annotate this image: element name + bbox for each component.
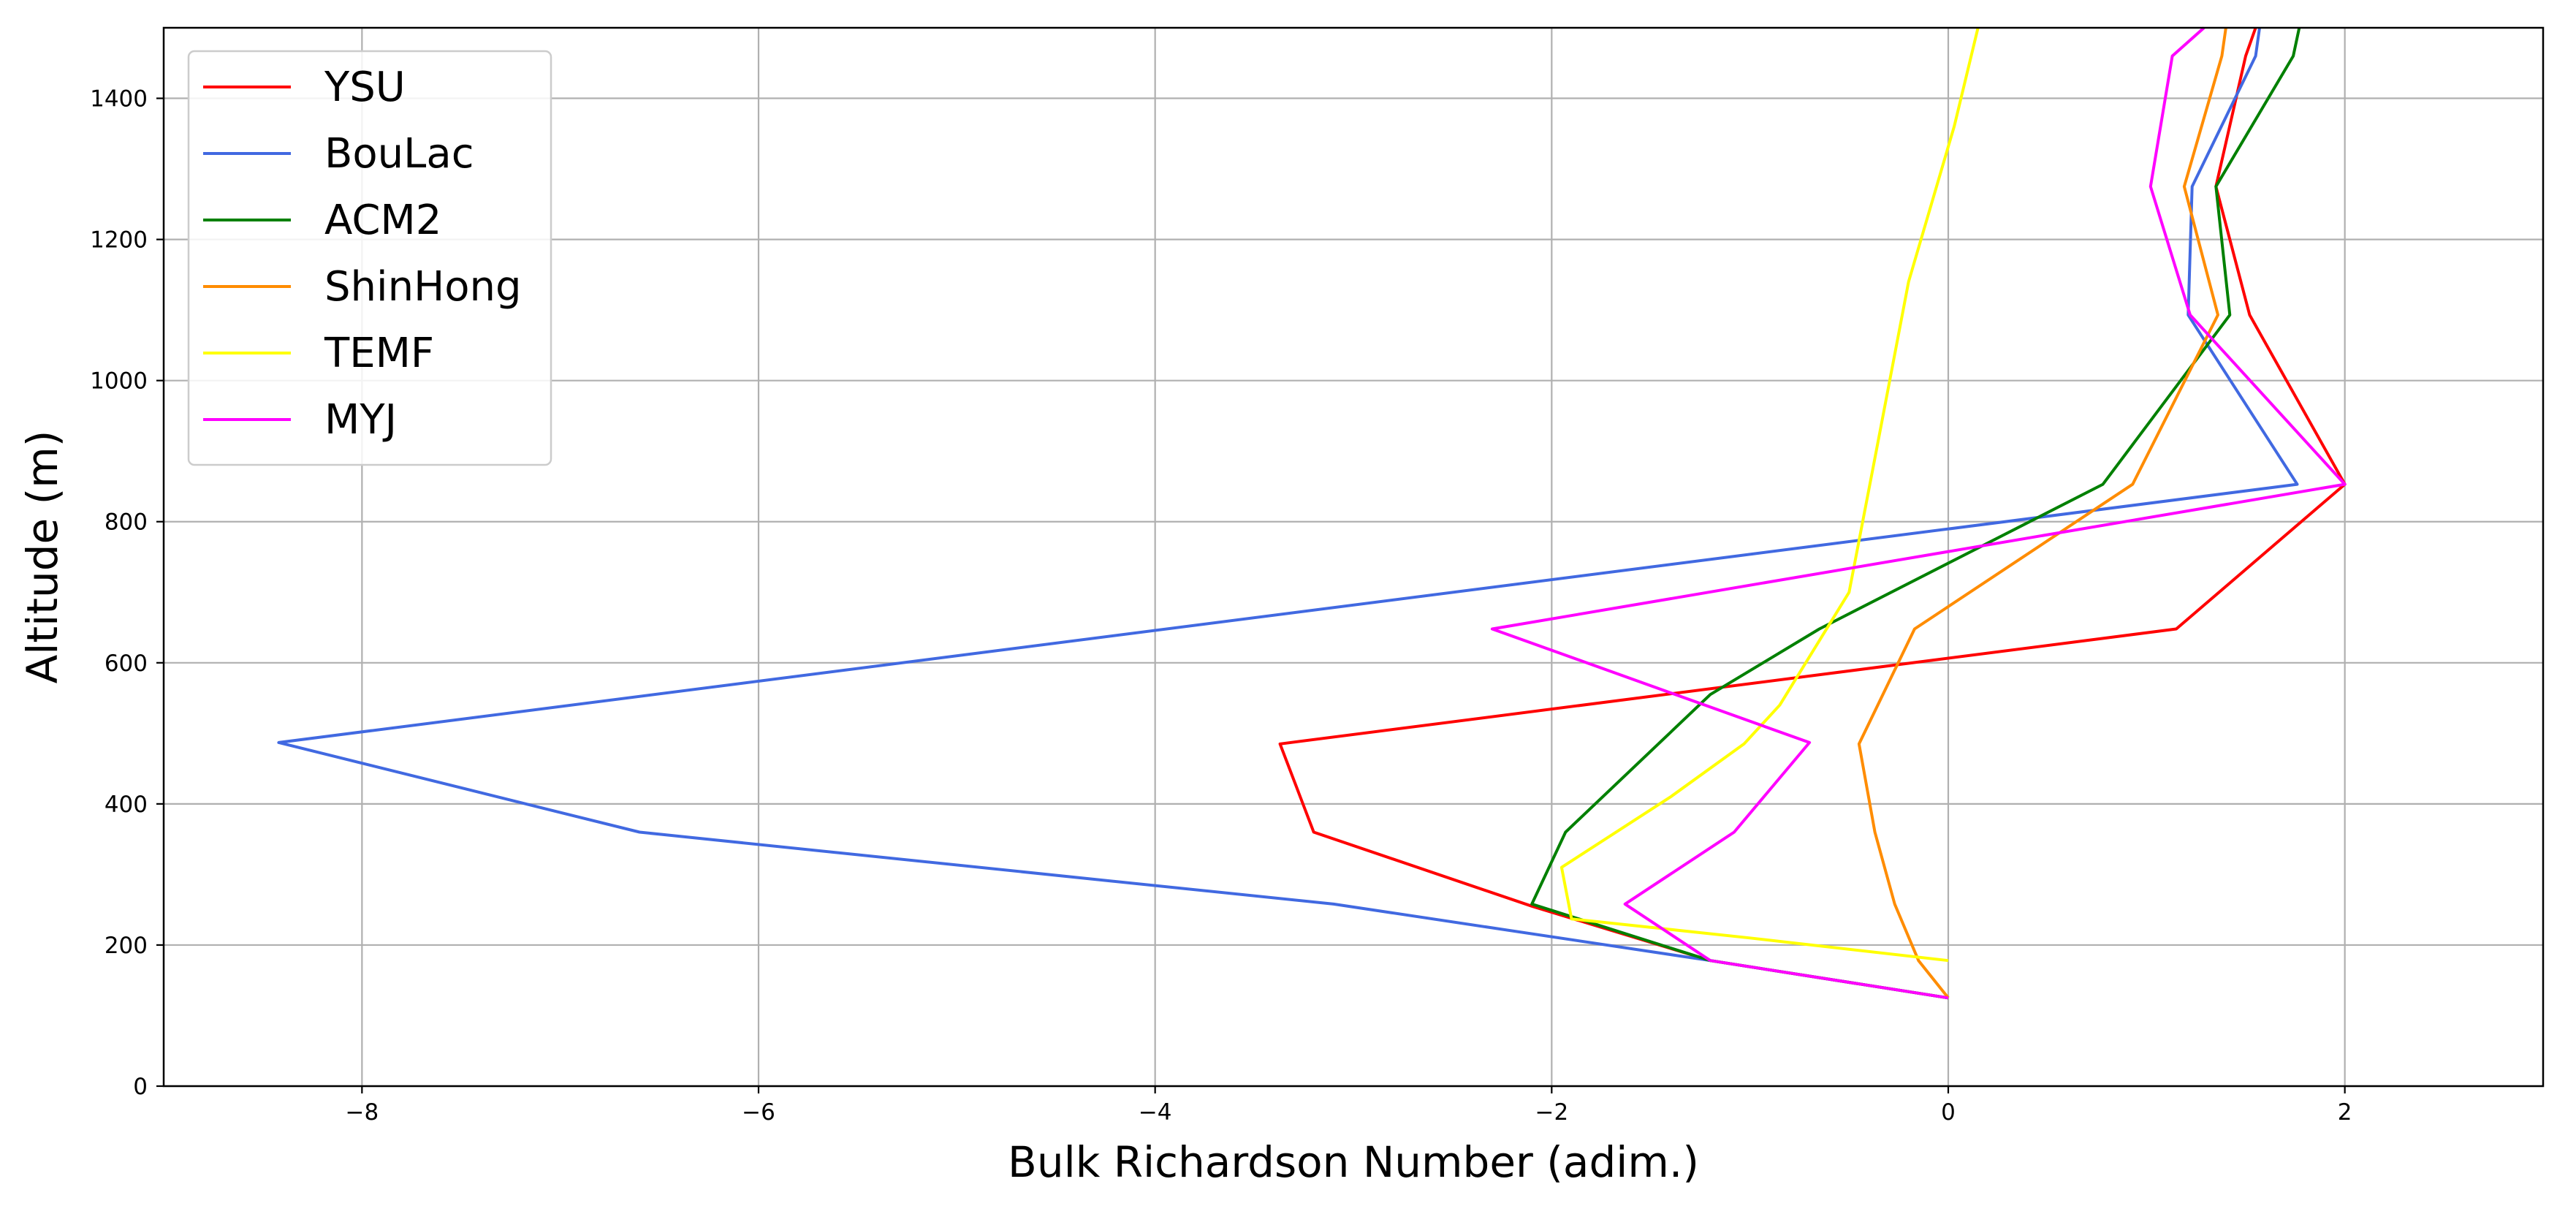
series-line-shinhong — [1857, 27, 2227, 999]
plot-frame — [162, 26, 2545, 1088]
x-tick-label: 0 — [1941, 1099, 1956, 1126]
x-tick-label: −2 — [1535, 1099, 1568, 1126]
series-line-acm2 — [1530, 27, 2301, 1000]
series-line-boulac — [277, 27, 2299, 1000]
y-tick-label: 1200 — [90, 227, 148, 254]
x-tick-label: −8 — [345, 1099, 379, 1126]
y-tick-label: 1400 — [90, 86, 148, 113]
y-tick-label: 800 — [105, 509, 148, 536]
y-tick-label: 600 — [105, 651, 148, 677]
axis-ticks: −8 −6 −4 −2 0 2 0 200 400 600 800 1000 1200 1400 — [90, 86, 2352, 1126]
legend-label-acm2: ACM2 — [324, 197, 441, 244]
legend-label-ysu: YSU — [324, 64, 406, 111]
x-tick-label: 2 — [2338, 1099, 2352, 1126]
y-tick-label: 0 — [133, 1074, 148, 1100]
legend-label-myj: MYJ — [324, 396, 397, 444]
legend-label-shinhong: ShinHong — [324, 263, 522, 311]
y-tick-label: 200 — [105, 933, 148, 959]
legend-label-temf: TEMF — [324, 330, 434, 377]
series-line-myj — [1490, 26, 2347, 1000]
y-tick-label: 1000 — [90, 368, 148, 395]
x-tick-label: −6 — [742, 1099, 775, 1126]
legend: YSU BouLac ACM2 ShinHong TEMF MYJ — [187, 50, 552, 466]
y-tick-label: 400 — [105, 792, 148, 818]
x-axis-title: Bulk Richardson Number (adim.) — [1008, 1137, 1699, 1187]
x-tick-label: −4 — [1139, 1099, 1172, 1126]
legend-label-boulac: BouLac — [324, 130, 474, 178]
y-axis-title: Altitude (m) — [18, 431, 67, 684]
series-lines — [277, 26, 2347, 1000]
